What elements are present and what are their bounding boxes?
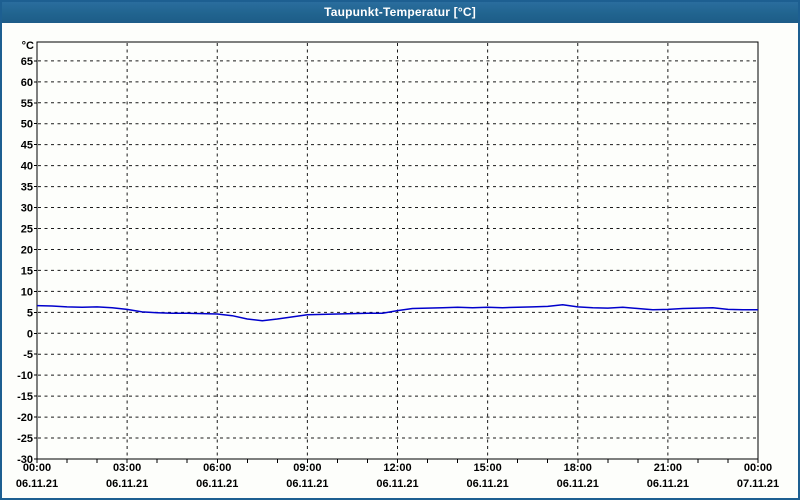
x-tick-time: 09:00	[293, 462, 321, 474]
y-tick-label: 60	[21, 77, 33, 89]
y-tick-label: -25	[17, 433, 33, 445]
x-tick-time: 00:00	[744, 462, 772, 474]
y-tick-label: -20	[17, 412, 33, 424]
y-tick-label: 0	[27, 328, 33, 340]
y-tick-label: 30	[21, 203, 33, 215]
y-tick-label: 65	[21, 56, 33, 68]
y-tick-label: 15	[21, 265, 33, 277]
x-tick-time: 21:00	[654, 462, 682, 474]
window-title: Taupunkt-Temperatur [°C]	[324, 5, 476, 19]
x-tick-date: 06.11.21	[196, 478, 238, 490]
x-tick-date: 07.11.21	[737, 478, 779, 490]
y-tick-label: 5	[27, 307, 33, 319]
y-tick-label: 50	[21, 119, 33, 131]
x-tick-time: 00:00	[23, 462, 51, 474]
x-tick-date: 06.11.21	[557, 478, 599, 490]
y-tick-label: 25	[21, 223, 33, 235]
x-tick-time: 15:00	[474, 462, 502, 474]
y-tick-label: 20	[21, 244, 33, 256]
y-tick-label: 45	[21, 140, 33, 152]
x-tick-time: 12:00	[383, 462, 411, 474]
x-tick-time: 18:00	[564, 462, 592, 474]
x-tick-date: 06.11.21	[467, 478, 509, 490]
x-tick-date: 06.11.21	[286, 478, 328, 490]
y-tick-label: -10	[17, 370, 33, 382]
y-tick-label: 10	[21, 286, 33, 298]
y-tick-label: 35	[21, 182, 33, 194]
y-axis-unit-label: °C	[22, 40, 34, 52]
x-tick-date: 06.11.21	[376, 478, 418, 490]
x-tick-date: 06.11.21	[16, 478, 58, 490]
y-tick-label: 40	[21, 161, 33, 173]
series-line	[36, 304, 758, 322]
y-tick-label: -5	[23, 349, 33, 361]
x-tick-date: 06.11.21	[647, 478, 689, 490]
y-tick-label: -15	[17, 391, 33, 403]
x-tick-date: 06.11.21	[106, 478, 148, 490]
y-tick-label: -30	[17, 454, 33, 466]
window-titlebar: Taupunkt-Temperatur [°C]	[2, 2, 798, 23]
x-tick-time: 03:00	[113, 462, 141, 474]
x-tick-time: 06:00	[203, 462, 231, 474]
y-tick-label: 55	[21, 98, 33, 110]
